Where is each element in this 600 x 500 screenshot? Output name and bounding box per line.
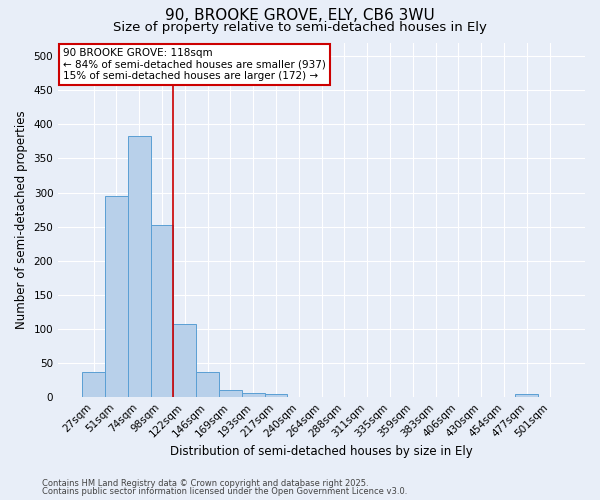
Text: Contains HM Land Registry data © Crown copyright and database right 2025.: Contains HM Land Registry data © Crown c…	[42, 478, 368, 488]
Bar	[105, 196, 128, 397]
Bar	[173, 324, 196, 397]
Bar	[515, 394, 538, 397]
Bar	[82, 372, 105, 397]
Bar	[219, 390, 242, 397]
Bar	[128, 136, 151, 397]
Text: Size of property relative to semi-detached houses in Ely: Size of property relative to semi-detach…	[113, 21, 487, 34]
Text: 90, BROOKE GROVE, ELY, CB6 3WU: 90, BROOKE GROVE, ELY, CB6 3WU	[165, 8, 435, 22]
Bar	[196, 372, 219, 397]
Bar	[151, 224, 173, 397]
Text: 90 BROOKE GROVE: 118sqm
← 84% of semi-detached houses are smaller (937)
15% of s: 90 BROOKE GROVE: 118sqm ← 84% of semi-de…	[64, 48, 326, 81]
Y-axis label: Number of semi-detached properties: Number of semi-detached properties	[15, 110, 28, 329]
X-axis label: Distribution of semi-detached houses by size in Ely: Distribution of semi-detached houses by …	[170, 444, 473, 458]
Bar	[242, 393, 265, 397]
Bar	[265, 394, 287, 397]
Text: Contains public sector information licensed under the Open Government Licence v3: Contains public sector information licen…	[42, 487, 407, 496]
